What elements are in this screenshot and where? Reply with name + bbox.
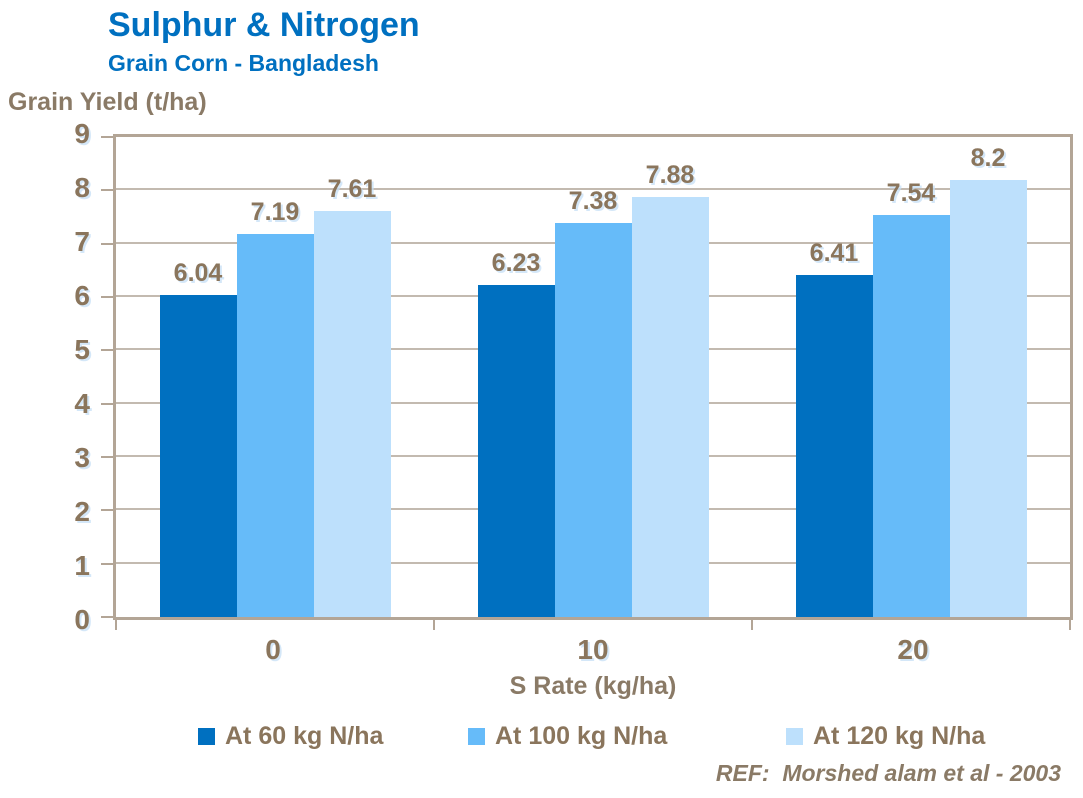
x-category-label: 0	[265, 634, 281, 665]
bar: 7.38	[554, 187, 632, 617]
bar: 6.04	[159, 259, 237, 617]
x-tick-mark	[750, 620, 753, 630]
x-axis-labels: 0 10 20	[113, 634, 1073, 666]
y-tick-mark	[101, 136, 113, 138]
legend-label: At 60 kg N/ha	[225, 722, 384, 750]
bar-value-label: 7.54	[886, 178, 936, 207]
y-tick-label: 5	[74, 334, 90, 365]
bar: 7.88	[631, 161, 709, 617]
y-tick-mark	[101, 616, 113, 618]
bar: 6.41	[795, 239, 873, 617]
legend-color-swatch	[198, 728, 215, 745]
legend-color-swatch	[468, 728, 485, 745]
y-tick-label: 6	[74, 280, 90, 312]
y-tick-label: 9	[74, 118, 90, 149]
chart-title: Sulphur & Nitrogen	[108, 6, 420, 44]
y-tick-label: 1	[74, 550, 90, 582]
plot-area: 6.04 7.19 7.61 6.23 7.38 7.88 6.41 7.54 8.2	[101, 134, 1073, 630]
reference-text: REF: Morshed alam et al - 2003	[715, 760, 1061, 786]
y-tick-mark	[101, 349, 113, 352]
y-axis-title: Grain Yield (t/ha)	[8, 88, 207, 116]
y-tick-label: 4	[74, 388, 90, 420]
x-category-label: 20	[897, 634, 929, 665]
y-tick-mark	[101, 189, 113, 192]
legend-item: At 120 kg N/ha	[786, 722, 985, 751]
legend-item: At 60 kg N/ha	[198, 722, 383, 751]
legend-item: At 100 kg N/ha	[468, 722, 667, 751]
y-tick-mark	[101, 456, 113, 459]
x-tick-mark	[1069, 620, 1071, 630]
bar-value-label: 7.61	[327, 175, 377, 204]
bar-value-label: 7.19	[250, 197, 300, 226]
bar-value-label: 8.2	[970, 143, 1006, 172]
y-axis-labels: 0 1 2 3 4 5 6 7 8 9	[0, 118, 90, 635]
y-tick-mark	[101, 296, 113, 299]
bar-value-label: 7.88	[645, 160, 695, 189]
chart-subtitle: Grain Corn - Bangladesh	[108, 50, 379, 76]
y-tick-label: 7	[74, 226, 90, 257]
x-tick-mark	[432, 620, 435, 630]
bar: 7.54	[872, 179, 950, 617]
bar: 6.23	[477, 249, 555, 617]
y-tick-mark	[101, 402, 113, 405]
bar-group: 6.41 7.54 8.2	[752, 137, 1070, 617]
y-tick-mark	[101, 509, 113, 512]
bar-group: 6.23 7.38 7.88	[434, 137, 752, 617]
x-axis-title: S Rate (kg/ha)	[509, 672, 677, 700]
bar: 7.19	[236, 198, 314, 617]
y-tick-label: 0	[74, 604, 90, 635]
bar-value-label: 7.38	[568, 187, 618, 216]
bar-group: 6.04 7.19 7.61	[116, 137, 434, 617]
bar-value-label: 6.04	[173, 258, 223, 287]
bar-value-label: 6.23	[491, 248, 541, 277]
y-tick-label: 3	[74, 442, 90, 474]
y-tick-label: 2	[74, 496, 90, 528]
bar-value-label: 6.41	[809, 239, 859, 268]
x-tick-mark	[115, 620, 117, 630]
bar: 8.2	[949, 144, 1027, 617]
y-tick-mark	[101, 562, 113, 565]
gridline	[116, 188, 1070, 191]
x-category-label: 10	[577, 634, 609, 665]
y-tick-label: 8	[74, 172, 90, 204]
legend-label: At 100 kg N/ha	[495, 722, 668, 750]
legend-label: At 120 kg N/ha	[813, 722, 986, 750]
legend: At 60 kg N/ha At 100 kg N/ha At 120 kg N/h…	[0, 722, 1083, 756]
bar: 7.61	[313, 175, 391, 617]
bar-groups: 6.04 7.19 7.61 6.23 7.38 7.88 6.41 7.54 8.2	[116, 137, 1070, 617]
y-tick-mark	[101, 242, 113, 245]
legend-color-swatch	[786, 728, 803, 745]
